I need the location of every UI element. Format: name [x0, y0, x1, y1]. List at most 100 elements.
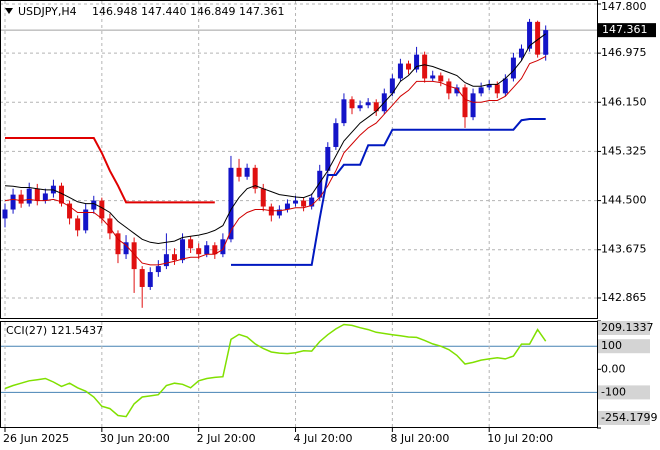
candle-body [10, 194, 16, 210]
y-tick-label: 147.800 [601, 0, 647, 13]
candle-body [293, 200, 299, 204]
y-tick-label: 146.150 [601, 95, 647, 108]
candle-body [147, 272, 153, 287]
candle-body [123, 242, 129, 255]
candle-body [155, 266, 161, 273]
candle-body [470, 93, 476, 118]
moving-average [4, 33, 546, 245]
plot [2, 18, 549, 418]
cci-panel-frame [0, 321, 598, 428]
candle-body [67, 203, 73, 219]
candle-body [252, 167, 258, 189]
candle-body [107, 218, 113, 234]
candle-body [58, 185, 64, 204]
menu-arrow [5, 8, 13, 14]
ohlc-label: 146.948 147.440 146.849 147.361 [92, 5, 284, 18]
candle-body [438, 75, 444, 82]
candle-body [220, 239, 226, 255]
y-tick-label: -100 [601, 385, 626, 398]
x-tick-label: 8 Jul 20:00 [390, 432, 449, 445]
x-tick-label: 2 Jul 20:00 [197, 432, 256, 445]
candle-body [341, 99, 347, 124]
axis: 147.800 146.975 146.150 145.325 144.500 143.6… [3, 0, 657, 445]
candle-body [188, 239, 194, 249]
x-tick-label: 4 Jul 20:00 [294, 432, 353, 445]
candle-body [325, 146, 331, 171]
candle-body [535, 21, 541, 55]
candle-body [510, 57, 516, 79]
candle-body [333, 123, 339, 147]
last-price-label: 147.361 [602, 23, 648, 36]
candle-body [91, 200, 97, 210]
candle-body [397, 63, 403, 79]
trailing-stop [231, 118, 546, 266]
candle-body [373, 102, 379, 112]
candle-body [422, 54, 428, 79]
candle-body [204, 245, 210, 255]
candle-body [527, 21, 533, 49]
y-tick-label: 144.500 [601, 194, 647, 207]
candle-body [163, 254, 169, 267]
candle-body [543, 30, 549, 55]
cci-line [4, 323, 547, 418]
candle-body [244, 167, 250, 177]
last-price-box [598, 23, 656, 38]
candle-body [406, 63, 411, 70]
cci-title: CCI(27) 121.5437 [6, 324, 103, 337]
candle-body [180, 239, 186, 261]
candle-body [171, 254, 177, 261]
y-tick-label: 209.1337 [601, 321, 654, 334]
y-tick-label: 146.975 [601, 46, 647, 59]
trailing-stop [5, 137, 215, 204]
candle-body [75, 218, 81, 231]
candle-body [301, 200, 307, 207]
candle-body [26, 188, 32, 204]
candle-body [228, 167, 234, 240]
y-tick-label: 0.00 [601, 362, 626, 375]
candle-body [18, 194, 24, 204]
candle-body [131, 242, 137, 270]
candle-body [139, 269, 145, 287]
candle-body [349, 99, 355, 109]
candle-body [478, 87, 484, 94]
y-tick-label: 142.865 [601, 291, 647, 304]
candle-body [446, 81, 452, 94]
y-tick-label: 145.325 [601, 144, 647, 157]
candle-body [357, 105, 363, 109]
x-tick-label: 30 Jun 20:00 [100, 432, 170, 445]
candle-body [462, 87, 468, 118]
candle-body [454, 87, 460, 94]
candle-body [284, 203, 290, 210]
x-tick-label: 26 Jun 2025 [3, 432, 69, 445]
y-tick-label: 100 [601, 339, 622, 352]
candle-body [317, 170, 323, 198]
candle-body [414, 54, 420, 70]
candle-body [389, 78, 395, 94]
y-tick-label: 143.675 [601, 243, 647, 256]
candle-body [494, 84, 500, 94]
x-tick-label: 10 Jul 20:00 [487, 432, 553, 445]
candle-body [236, 167, 242, 177]
candle-body [365, 102, 371, 106]
candle-body [502, 78, 508, 94]
symbol-title: USDJPY,H4 [18, 5, 77, 18]
candle-body [276, 209, 282, 216]
main-panel-frame [0, 0, 598, 319]
candle-body [115, 233, 121, 255]
candle-body [430, 75, 436, 79]
candle-body [309, 197, 315, 207]
candle-body [99, 200, 105, 219]
candle-body [34, 188, 40, 201]
y-tick-box [598, 339, 650, 354]
candle-body [42, 193, 48, 201]
candle-body [518, 48, 524, 58]
y-tick-box [598, 321, 650, 335]
candle-body [2, 209, 8, 219]
y-tick-box [598, 411, 650, 425]
y-tick-label: -254.1799 [601, 411, 657, 424]
candle-body [260, 188, 266, 207]
candle-body [196, 248, 202, 255]
y-tick-box [598, 385, 650, 400]
